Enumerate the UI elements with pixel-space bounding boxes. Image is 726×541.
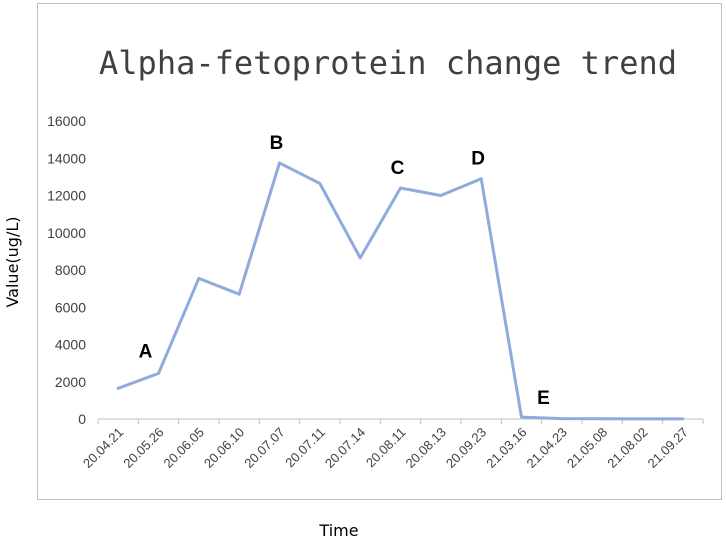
annotation-label: B xyxy=(270,133,284,154)
y-tick-label: 0 xyxy=(78,411,86,427)
series-line xyxy=(116,161,685,421)
x-axis-label: Time xyxy=(318,521,358,540)
annotation-label: E xyxy=(537,388,550,409)
y-tick-label: 4000 xyxy=(55,337,86,353)
chart-title: Alpha-fetoprotein change trend xyxy=(99,44,677,82)
y-axis-label: Value(ug/L) xyxy=(3,216,22,307)
y-tick-label: 10000 xyxy=(47,225,86,241)
y-tick-label: 2000 xyxy=(55,374,86,390)
x-axis-tick-marks xyxy=(97,419,704,424)
annotation-label: D xyxy=(471,149,485,170)
annotation-label: C xyxy=(391,158,405,179)
y-tick-label: 12000 xyxy=(47,188,86,204)
y-tick-label: 6000 xyxy=(55,299,86,315)
y-axis-ticks: 0 2000 4000 6000 8000 10000 12000 14000 16000 xyxy=(47,113,86,427)
y-tick-label: 8000 xyxy=(55,262,86,278)
annotations: A B C D E xyxy=(139,133,550,409)
chart-frame xyxy=(37,3,722,500)
annotation-label: A xyxy=(139,341,153,362)
y-tick-label: 16000 xyxy=(47,113,86,129)
y-tick-label: 14000 xyxy=(47,150,86,166)
